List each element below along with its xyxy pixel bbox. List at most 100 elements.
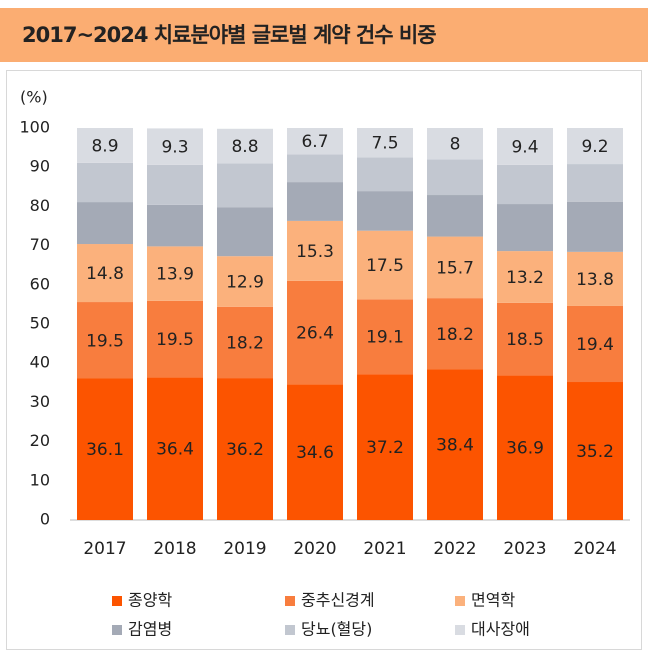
legend-label: 감염병	[128, 620, 172, 639]
legend-swatch	[285, 625, 295, 635]
chart-title: 2017~2024 치료분야별 글로벌 계약 건수 비중	[22, 23, 436, 47]
frame	[6, 70, 642, 650]
data-label: 15.3	[296, 242, 334, 262]
y-tick-label: 80	[30, 196, 50, 215]
data-label: 19.4	[576, 335, 614, 355]
bar-segment	[147, 164, 203, 205]
data-label: 9.3	[161, 138, 188, 158]
bar-segment	[217, 163, 273, 208]
legend-swatch	[455, 596, 465, 606]
data-label: 13.9	[156, 265, 194, 285]
bar-segment	[567, 251, 623, 306]
data-label: 19.5	[156, 330, 194, 350]
legend-label: 면역학	[471, 591, 515, 610]
bar-segment	[217, 128, 273, 164]
data-label: 35.2	[576, 442, 614, 462]
data-label: 9.4	[511, 137, 538, 157]
bar-segment	[147, 204, 203, 247]
data-label: 8.9	[91, 136, 118, 156]
data-label: 37.2	[366, 438, 404, 458]
data-label: 8	[450, 135, 461, 155]
legend-label: 종양학	[128, 591, 172, 610]
x-tick-label: 2022	[433, 539, 476, 559]
x-tick-label: 2019	[223, 539, 266, 559]
data-label: 7.5	[371, 134, 398, 154]
data-label: 9.2	[581, 137, 608, 157]
bar-segment	[497, 128, 553, 165]
bar-segment	[287, 384, 343, 520]
bar-segment	[427, 369, 483, 520]
y-tick-label: 100	[19, 118, 50, 137]
bar-segment	[427, 298, 483, 370]
bar-segment	[217, 256, 273, 307]
data-label: 18.5	[506, 330, 544, 350]
bar-segment	[497, 302, 553, 376]
bar-segment	[497, 251, 553, 303]
data-label: 15.7	[436, 258, 474, 278]
legend-swatch	[455, 625, 465, 635]
bar-segment	[287, 128, 343, 155]
data-label: 34.6	[296, 443, 334, 463]
bar-segment	[497, 164, 553, 205]
x-tick-label: 2021	[363, 539, 406, 559]
x-tick-label: 2024	[573, 539, 616, 559]
data-label: 19.5	[86, 331, 124, 351]
legend-swatch	[112, 596, 122, 606]
data-label: 19.1	[366, 328, 404, 348]
y-tick-label: 20	[30, 431, 50, 450]
bar-segment	[427, 236, 483, 299]
bar-segment	[77, 128, 133, 163]
y-tick-label: 50	[30, 314, 50, 333]
x-tick-label: 2018	[153, 539, 196, 559]
legend-label: 대사장애	[471, 620, 530, 639]
bar-segment	[217, 378, 273, 520]
bar-segment	[567, 201, 623, 252]
bar-segment	[77, 202, 133, 245]
y-tick-label: 40	[30, 353, 50, 372]
data-label: 12.9	[226, 272, 264, 292]
bar-segment	[357, 230, 413, 300]
data-label: 13.2	[506, 268, 544, 288]
bar-segment	[357, 191, 413, 231]
bar-segment	[147, 377, 203, 520]
bar-segment	[567, 128, 623, 165]
x-tick-label: 2017	[83, 539, 126, 559]
bar-segment	[567, 382, 623, 520]
bar-segment	[567, 305, 623, 383]
bar-segment	[147, 128, 203, 165]
bar-segment	[497, 204, 553, 252]
data-label: 13.8	[576, 270, 614, 290]
data-label: 17.5	[366, 256, 404, 276]
data-label: 36.9	[506, 439, 544, 459]
bar-segment	[77, 244, 133, 303]
data-label: 14.8	[86, 264, 124, 284]
title-banner	[0, 8, 648, 62]
data-label: 36.2	[226, 440, 264, 460]
data-label: 26.4	[296, 324, 334, 344]
bar-segment	[287, 182, 343, 221]
data-label: 18.2	[226, 333, 264, 353]
bar-segment	[427, 128, 483, 160]
bar-segment	[287, 154, 343, 183]
bar-segment	[357, 374, 413, 520]
bar-segment	[287, 220, 343, 281]
legend-swatch	[285, 596, 295, 606]
bar-segment	[217, 207, 273, 257]
legend-swatch	[112, 625, 122, 635]
bar-segment	[357, 128, 413, 158]
bar-segment	[357, 299, 413, 375]
bar-segment	[147, 300, 203, 378]
bar-segment	[147, 246, 203, 301]
y-tick-label: 10	[30, 470, 50, 489]
legend-label: 당뇨(혈당)	[301, 620, 372, 639]
bar-segment	[77, 162, 133, 203]
data-label: 8.8	[231, 137, 258, 157]
x-tick-label: 2020	[293, 539, 336, 559]
bar-segment	[497, 375, 553, 520]
y-tick-label: 70	[30, 235, 50, 254]
x-tick-label: 2023	[503, 539, 546, 559]
bar-segment	[427, 195, 483, 237]
legend-label: 중추신경계	[301, 591, 375, 610]
bar-segment	[217, 306, 273, 379]
